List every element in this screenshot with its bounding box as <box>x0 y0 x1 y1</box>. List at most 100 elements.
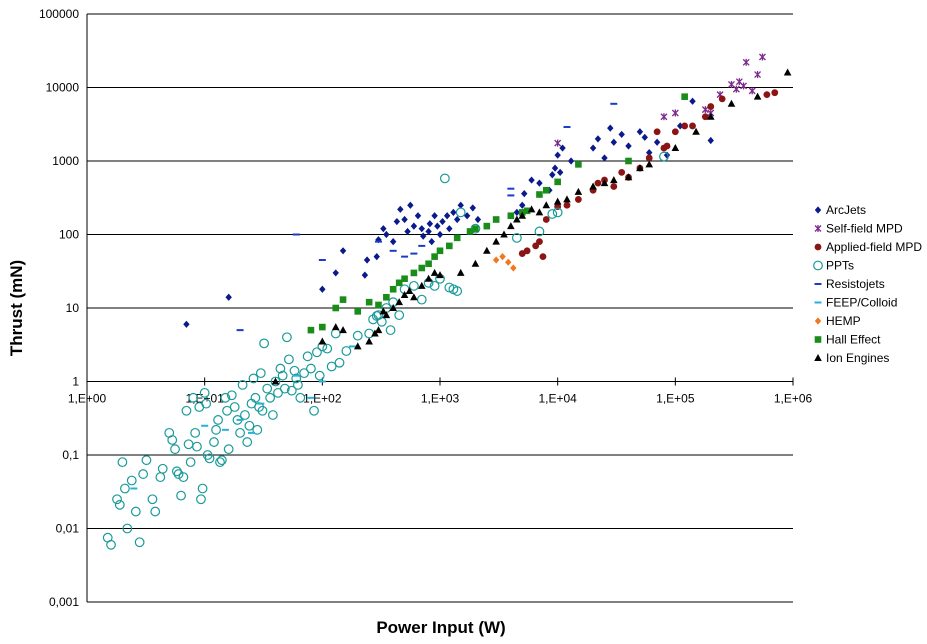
data-point-hall-effect <box>536 191 543 198</box>
data-point-arcjets <box>431 212 438 220</box>
data-point-ion-engines <box>365 337 373 345</box>
legend-marker-hall-effect <box>814 336 822 343</box>
data-point-ion-engines <box>395 298 403 306</box>
data-point-hall-effect <box>554 178 561 186</box>
series-hall-effect <box>307 93 688 334</box>
data-point-ppts <box>284 354 294 365</box>
data-point-ion-engines <box>492 237 500 245</box>
data-point-ion-engines <box>410 293 418 301</box>
data-point-hall-effect <box>431 253 438 260</box>
x-tick-label: 1,E+04 <box>538 392 577 406</box>
data-point-arcjets <box>183 320 190 328</box>
data-point-ppts <box>220 392 231 403</box>
data-point-hall-effect <box>453 234 461 242</box>
data-point-arcjets <box>521 190 528 198</box>
legend-item-ppts: PPTs <box>813 259 854 273</box>
data-point-ppts <box>322 343 333 354</box>
data-point-ppts <box>416 294 427 305</box>
data-point-ppts <box>197 483 208 494</box>
data-point-ppts <box>222 405 232 416</box>
data-point-self-field-mpd <box>732 85 740 93</box>
data-point-ion-engines <box>645 160 654 168</box>
data-point-arcjets <box>436 230 444 239</box>
data-point-arcjets <box>594 135 602 143</box>
data-point-ppts <box>178 472 189 483</box>
data-point-ion-engines <box>783 68 792 76</box>
data-point-self-field-mpd <box>758 53 766 61</box>
data-point-applied-field-mpd <box>539 253 547 261</box>
data-point-ppts <box>242 437 253 447</box>
data-point-ppts <box>455 207 466 218</box>
legend-label-ppts: PPTs <box>826 259 854 273</box>
data-point-applied-field-mpd <box>771 89 779 97</box>
data-point-ppts <box>150 506 161 517</box>
data-point-self-field-mpd <box>660 113 668 121</box>
data-point-ppts <box>248 373 259 384</box>
data-point-ion-engines <box>507 222 515 230</box>
data-point-ppts <box>262 383 273 394</box>
data-point-ppts <box>201 398 212 409</box>
data-point-ion-engines <box>353 342 362 350</box>
data-point-ppts <box>216 455 227 466</box>
data-point-arcjets <box>450 208 457 216</box>
data-point-arcjets <box>453 215 461 224</box>
data-point-arcjets <box>397 205 404 213</box>
data-point-ion-engines <box>513 215 521 223</box>
legend: ArcJets Self-field MPD Applied-field MPD PP… <box>813 203 922 365</box>
data-point-ppts <box>114 499 125 510</box>
data-point-arcjets <box>625 142 632 150</box>
data-point-ion-engines <box>542 201 551 209</box>
x-axis-title: Power Input (W) <box>376 618 505 637</box>
legend-marker-ion-engines <box>814 354 822 361</box>
data-point-ppts <box>552 207 563 218</box>
legend-marker-ppts <box>813 260 823 271</box>
data-point-ion-engines <box>339 326 347 334</box>
data-point-arcjets <box>225 293 232 301</box>
data-point-arcjets <box>410 222 418 230</box>
data-point-hall-effect <box>507 212 515 220</box>
data-point-ppts <box>209 437 219 447</box>
data-point-ppts <box>138 469 149 479</box>
data-point-applied-field-mpd <box>681 122 689 130</box>
series-arcjets <box>183 97 714 328</box>
y-tick-label: 1 <box>72 375 79 389</box>
data-point-ion-engines <box>417 281 426 289</box>
data-point-ppts <box>185 457 196 468</box>
data-point-ion-engines <box>379 307 388 315</box>
y-tick-label: 10000 <box>46 81 80 95</box>
x-tick-label: 1,E+05 <box>656 392 695 406</box>
data-point-ppts <box>293 379 303 390</box>
y-tick-label: 1000 <box>52 154 79 168</box>
legend-item-resistojets: Resistojets <box>814 277 885 291</box>
data-point-ppts <box>534 226 545 237</box>
y-axis-title: Thrust (mN) <box>7 260 26 356</box>
data-point-hall-effect <box>466 228 474 235</box>
data-point-arcjets <box>567 157 575 165</box>
legend-label-hall-effect: Hall Effect <box>826 333 881 347</box>
data-point-arcjets <box>425 227 432 236</box>
data-point-hall-effect <box>681 93 688 100</box>
legend-marker-hemp <box>814 317 822 325</box>
data-point-applied-field-mpd <box>689 122 696 130</box>
legend-marker-self-field-mpd <box>814 225 822 232</box>
data-point-arcjets <box>607 124 614 132</box>
data-point-ppts <box>122 523 133 534</box>
data-point-arcjets <box>414 212 422 220</box>
data-point-arcjets <box>420 232 427 240</box>
data-point-ion-engines <box>436 271 444 279</box>
data-point-ppts <box>188 392 199 403</box>
data-point-hall-effect <box>319 323 326 331</box>
data-point-ppts <box>181 405 192 416</box>
data-point-arcjets <box>618 130 625 139</box>
data-point-ion-engines <box>610 176 618 184</box>
data-point-ppts <box>255 368 266 379</box>
legend-item-applied-field-mpd: Applied-field MPD <box>814 240 922 254</box>
data-point-ppts <box>299 368 310 379</box>
data-point-self-field-mpd <box>740 82 748 90</box>
data-point-ppts <box>213 415 223 425</box>
data-point-applied-field-mpd <box>574 196 582 203</box>
data-point-ppts <box>334 357 345 368</box>
data-point-ppts <box>291 373 302 384</box>
data-point-ppts <box>157 463 168 474</box>
